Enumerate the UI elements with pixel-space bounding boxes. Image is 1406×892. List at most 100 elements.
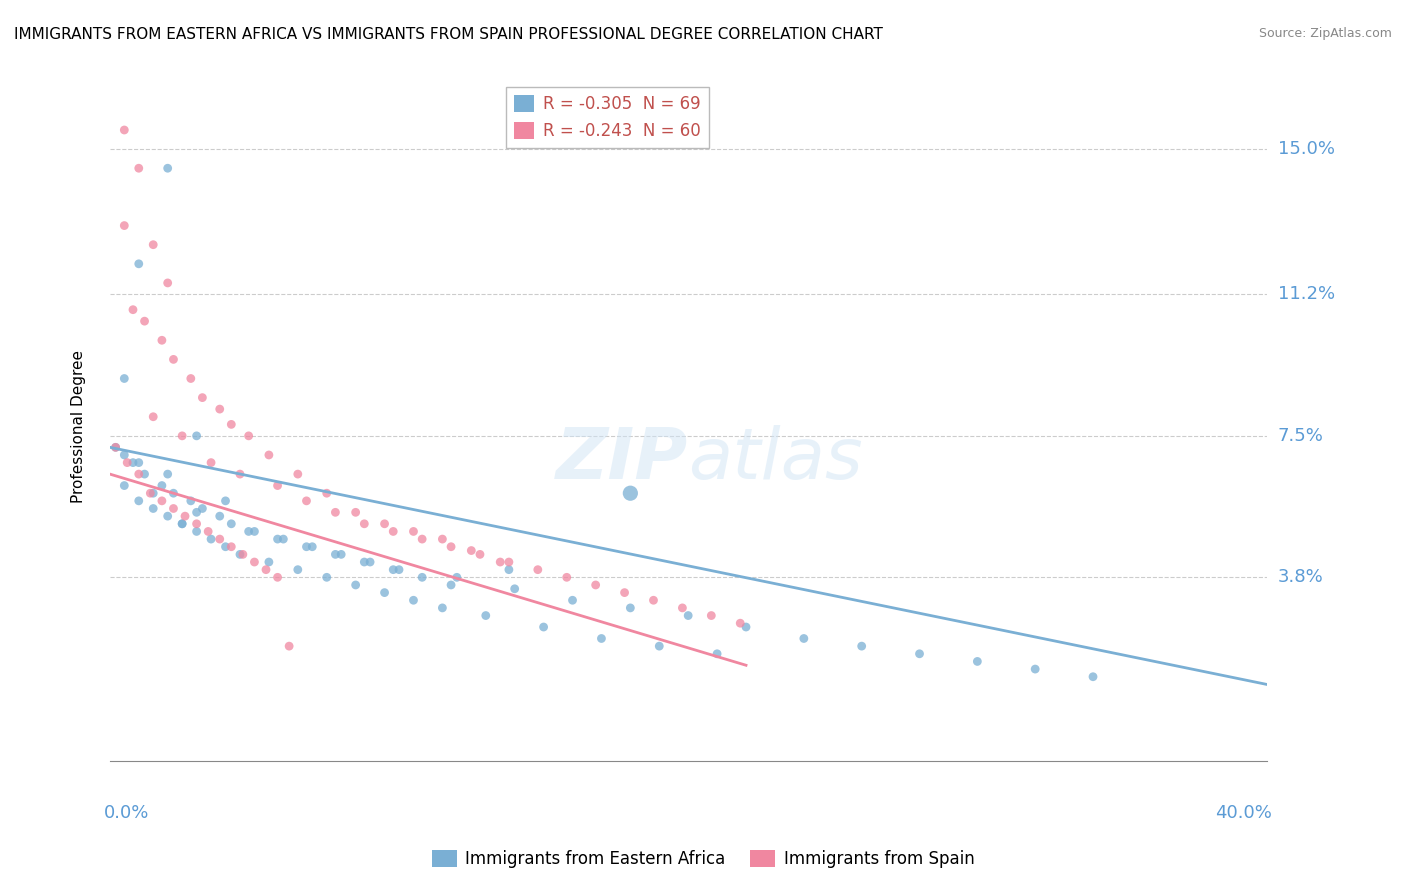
Point <box>382 563 405 577</box>
Text: IMMIGRANTS FROM EASTERN AFRICA VS IMMIGRANTS FROM SPAIN PROFESSIONAL DEGREE CORR: IMMIGRANTS FROM EASTERN AFRICA VS IMMIGR… <box>14 27 883 42</box>
Point <box>468 548 491 562</box>
Point <box>214 540 236 554</box>
Point <box>115 456 138 470</box>
Point <box>112 219 135 233</box>
Point <box>388 563 411 577</box>
Point <box>359 555 381 569</box>
Point <box>142 409 165 424</box>
Point <box>266 532 288 546</box>
Point <box>221 417 243 432</box>
Point <box>1081 670 1104 684</box>
Point <box>180 493 202 508</box>
Point <box>440 540 463 554</box>
Text: 3.8%: 3.8% <box>1278 568 1323 586</box>
Point <box>128 257 150 271</box>
Point <box>344 578 367 592</box>
Point <box>257 448 280 462</box>
Legend: Immigrants from Eastern Africa, Immigrants from Spain: Immigrants from Eastern Africa, Immigran… <box>425 843 981 875</box>
Point <box>142 486 165 500</box>
Point <box>208 402 231 417</box>
Point <box>735 620 758 634</box>
Point <box>643 593 665 607</box>
Point <box>533 620 555 634</box>
Point <box>555 570 578 584</box>
Point <box>498 563 520 577</box>
Point <box>104 440 127 454</box>
Point <box>266 570 288 584</box>
Point <box>214 493 236 508</box>
Point <box>353 555 375 569</box>
Point <box>315 570 337 584</box>
Point <box>676 608 699 623</box>
Point <box>793 632 815 646</box>
Point <box>374 585 396 599</box>
Text: 15.0%: 15.0% <box>1278 140 1334 158</box>
Point <box>232 548 254 562</box>
Point <box>112 478 135 492</box>
Point <box>411 532 433 546</box>
Point <box>561 593 583 607</box>
Point <box>221 516 243 531</box>
Point <box>186 505 208 519</box>
Point <box>200 532 222 546</box>
Text: 40.0%: 40.0% <box>1215 805 1272 822</box>
Point <box>325 548 347 562</box>
Point <box>273 532 295 546</box>
Point <box>619 601 641 615</box>
Point <box>966 655 988 669</box>
Point <box>156 467 179 481</box>
Point <box>287 467 309 481</box>
Point <box>186 429 208 443</box>
Point <box>243 524 266 539</box>
Point <box>728 616 751 631</box>
Point <box>156 509 179 524</box>
Point <box>254 563 277 577</box>
Point <box>112 123 135 137</box>
Point <box>142 501 165 516</box>
Text: 7.5%: 7.5% <box>1278 427 1323 445</box>
Point <box>489 555 512 569</box>
Point <box>238 524 260 539</box>
Point <box>142 237 165 252</box>
Point <box>498 555 520 569</box>
Point <box>112 371 135 385</box>
Point <box>162 352 184 367</box>
Point <box>229 548 252 562</box>
Point <box>353 516 375 531</box>
Point <box>432 532 454 546</box>
Point <box>172 429 194 443</box>
Point <box>191 501 214 516</box>
Text: 11.2%: 11.2% <box>1278 285 1334 303</box>
Point <box>243 555 266 569</box>
Text: atlas: atlas <box>688 425 863 494</box>
Point <box>186 524 208 539</box>
Point <box>671 601 693 615</box>
Point <box>162 501 184 516</box>
Point <box>162 486 184 500</box>
Point <box>432 601 454 615</box>
Point <box>295 540 318 554</box>
Point <box>197 524 219 539</box>
Point <box>128 467 150 481</box>
Point <box>619 486 641 500</box>
Point <box>221 540 243 554</box>
Point <box>585 578 607 592</box>
Point <box>908 647 931 661</box>
Y-axis label: Professional Degree: Professional Degree <box>72 350 86 503</box>
Point <box>446 570 468 584</box>
Point <box>527 563 550 577</box>
Point <box>174 509 197 524</box>
Point <box>208 532 231 546</box>
Point <box>186 516 208 531</box>
Point <box>374 516 396 531</box>
Point <box>1024 662 1046 676</box>
Text: Source: ZipAtlas.com: Source: ZipAtlas.com <box>1258 27 1392 40</box>
Point <box>257 555 280 569</box>
Point <box>134 314 156 328</box>
Point <box>851 639 873 653</box>
Point <box>325 505 347 519</box>
Point <box>287 563 309 577</box>
Point <box>156 276 179 290</box>
Point <box>128 493 150 508</box>
Text: 0.0%: 0.0% <box>104 805 149 822</box>
